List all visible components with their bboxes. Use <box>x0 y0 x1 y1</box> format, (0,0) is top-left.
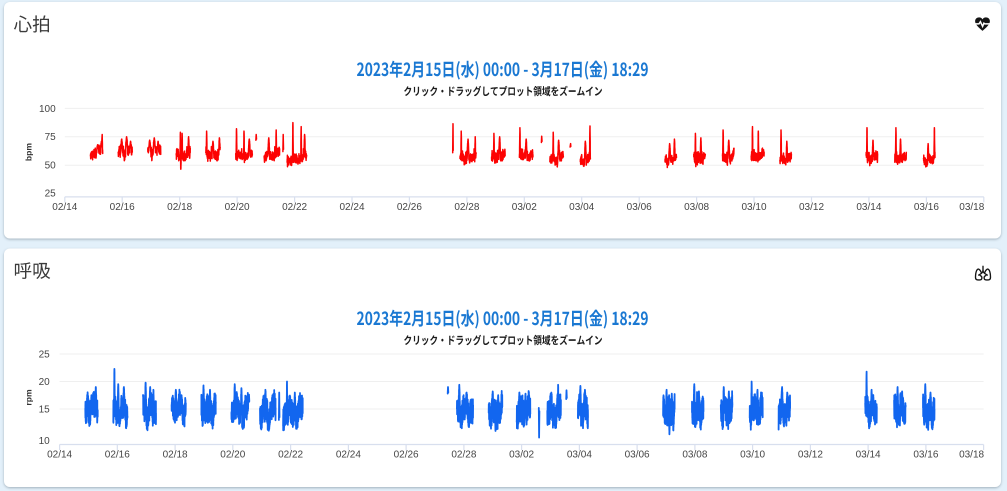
svg-text:03/18: 03/18 <box>959 450 984 461</box>
svg-text:02/24: 02/24 <box>339 202 364 213</box>
svg-text:02/28: 02/28 <box>454 202 479 213</box>
svg-text:02/16: 02/16 <box>105 450 130 461</box>
svg-text:100: 100 <box>39 104 56 115</box>
svg-text:15: 15 <box>39 404 51 415</box>
svg-text:02/24: 02/24 <box>336 450 361 461</box>
svg-text:03/08: 03/08 <box>684 202 709 213</box>
svg-text:75: 75 <box>45 132 57 143</box>
svg-text:03/04: 03/04 <box>569 202 594 213</box>
svg-text:03/04: 03/04 <box>567 450 592 461</box>
svg-text:03/18: 03/18 <box>959 202 984 213</box>
svg-text:02/14: 02/14 <box>47 450 72 461</box>
svg-text:bpm: bpm <box>24 143 34 161</box>
svg-text:03/14: 03/14 <box>856 450 881 461</box>
svg-text:02/18: 02/18 <box>167 202 192 213</box>
svg-text:03/10: 03/10 <box>740 450 765 461</box>
svg-text:03/06: 03/06 <box>625 450 650 461</box>
svg-text:50: 50 <box>45 161 57 172</box>
svg-text:03/06: 03/06 <box>627 202 652 213</box>
svg-text:02/18: 02/18 <box>163 450 188 461</box>
svg-text:03/02: 03/02 <box>512 202 537 213</box>
svg-text:03/16: 03/16 <box>914 202 939 213</box>
svg-text:03/08: 03/08 <box>682 450 707 461</box>
svg-text:03/12: 03/12 <box>799 202 824 213</box>
svg-text:02/20: 02/20 <box>225 202 250 213</box>
svg-text:25: 25 <box>45 188 57 199</box>
svg-text:03/14: 03/14 <box>856 202 881 213</box>
svg-text:25: 25 <box>39 349 51 360</box>
svg-text:02/28: 02/28 <box>451 450 476 461</box>
svg-text:rpm: rpm <box>24 389 34 406</box>
svg-text:02/20: 02/20 <box>220 450 245 461</box>
svg-text:03/12: 03/12 <box>798 450 823 461</box>
svg-text:02/22: 02/22 <box>282 202 307 213</box>
svg-text:03/16: 03/16 <box>913 450 938 461</box>
svg-text:02/16: 02/16 <box>110 202 135 213</box>
svg-text:02/26: 02/26 <box>394 450 419 461</box>
svg-text:02/22: 02/22 <box>278 450 303 461</box>
svg-text:10: 10 <box>39 436 51 447</box>
svg-text:20: 20 <box>39 377 51 388</box>
svg-text:02/26: 02/26 <box>397 202 422 213</box>
svg-text:03/10: 03/10 <box>741 202 766 213</box>
svg-text:02/14: 02/14 <box>52 202 77 213</box>
svg-text:03/02: 03/02 <box>509 450 534 461</box>
